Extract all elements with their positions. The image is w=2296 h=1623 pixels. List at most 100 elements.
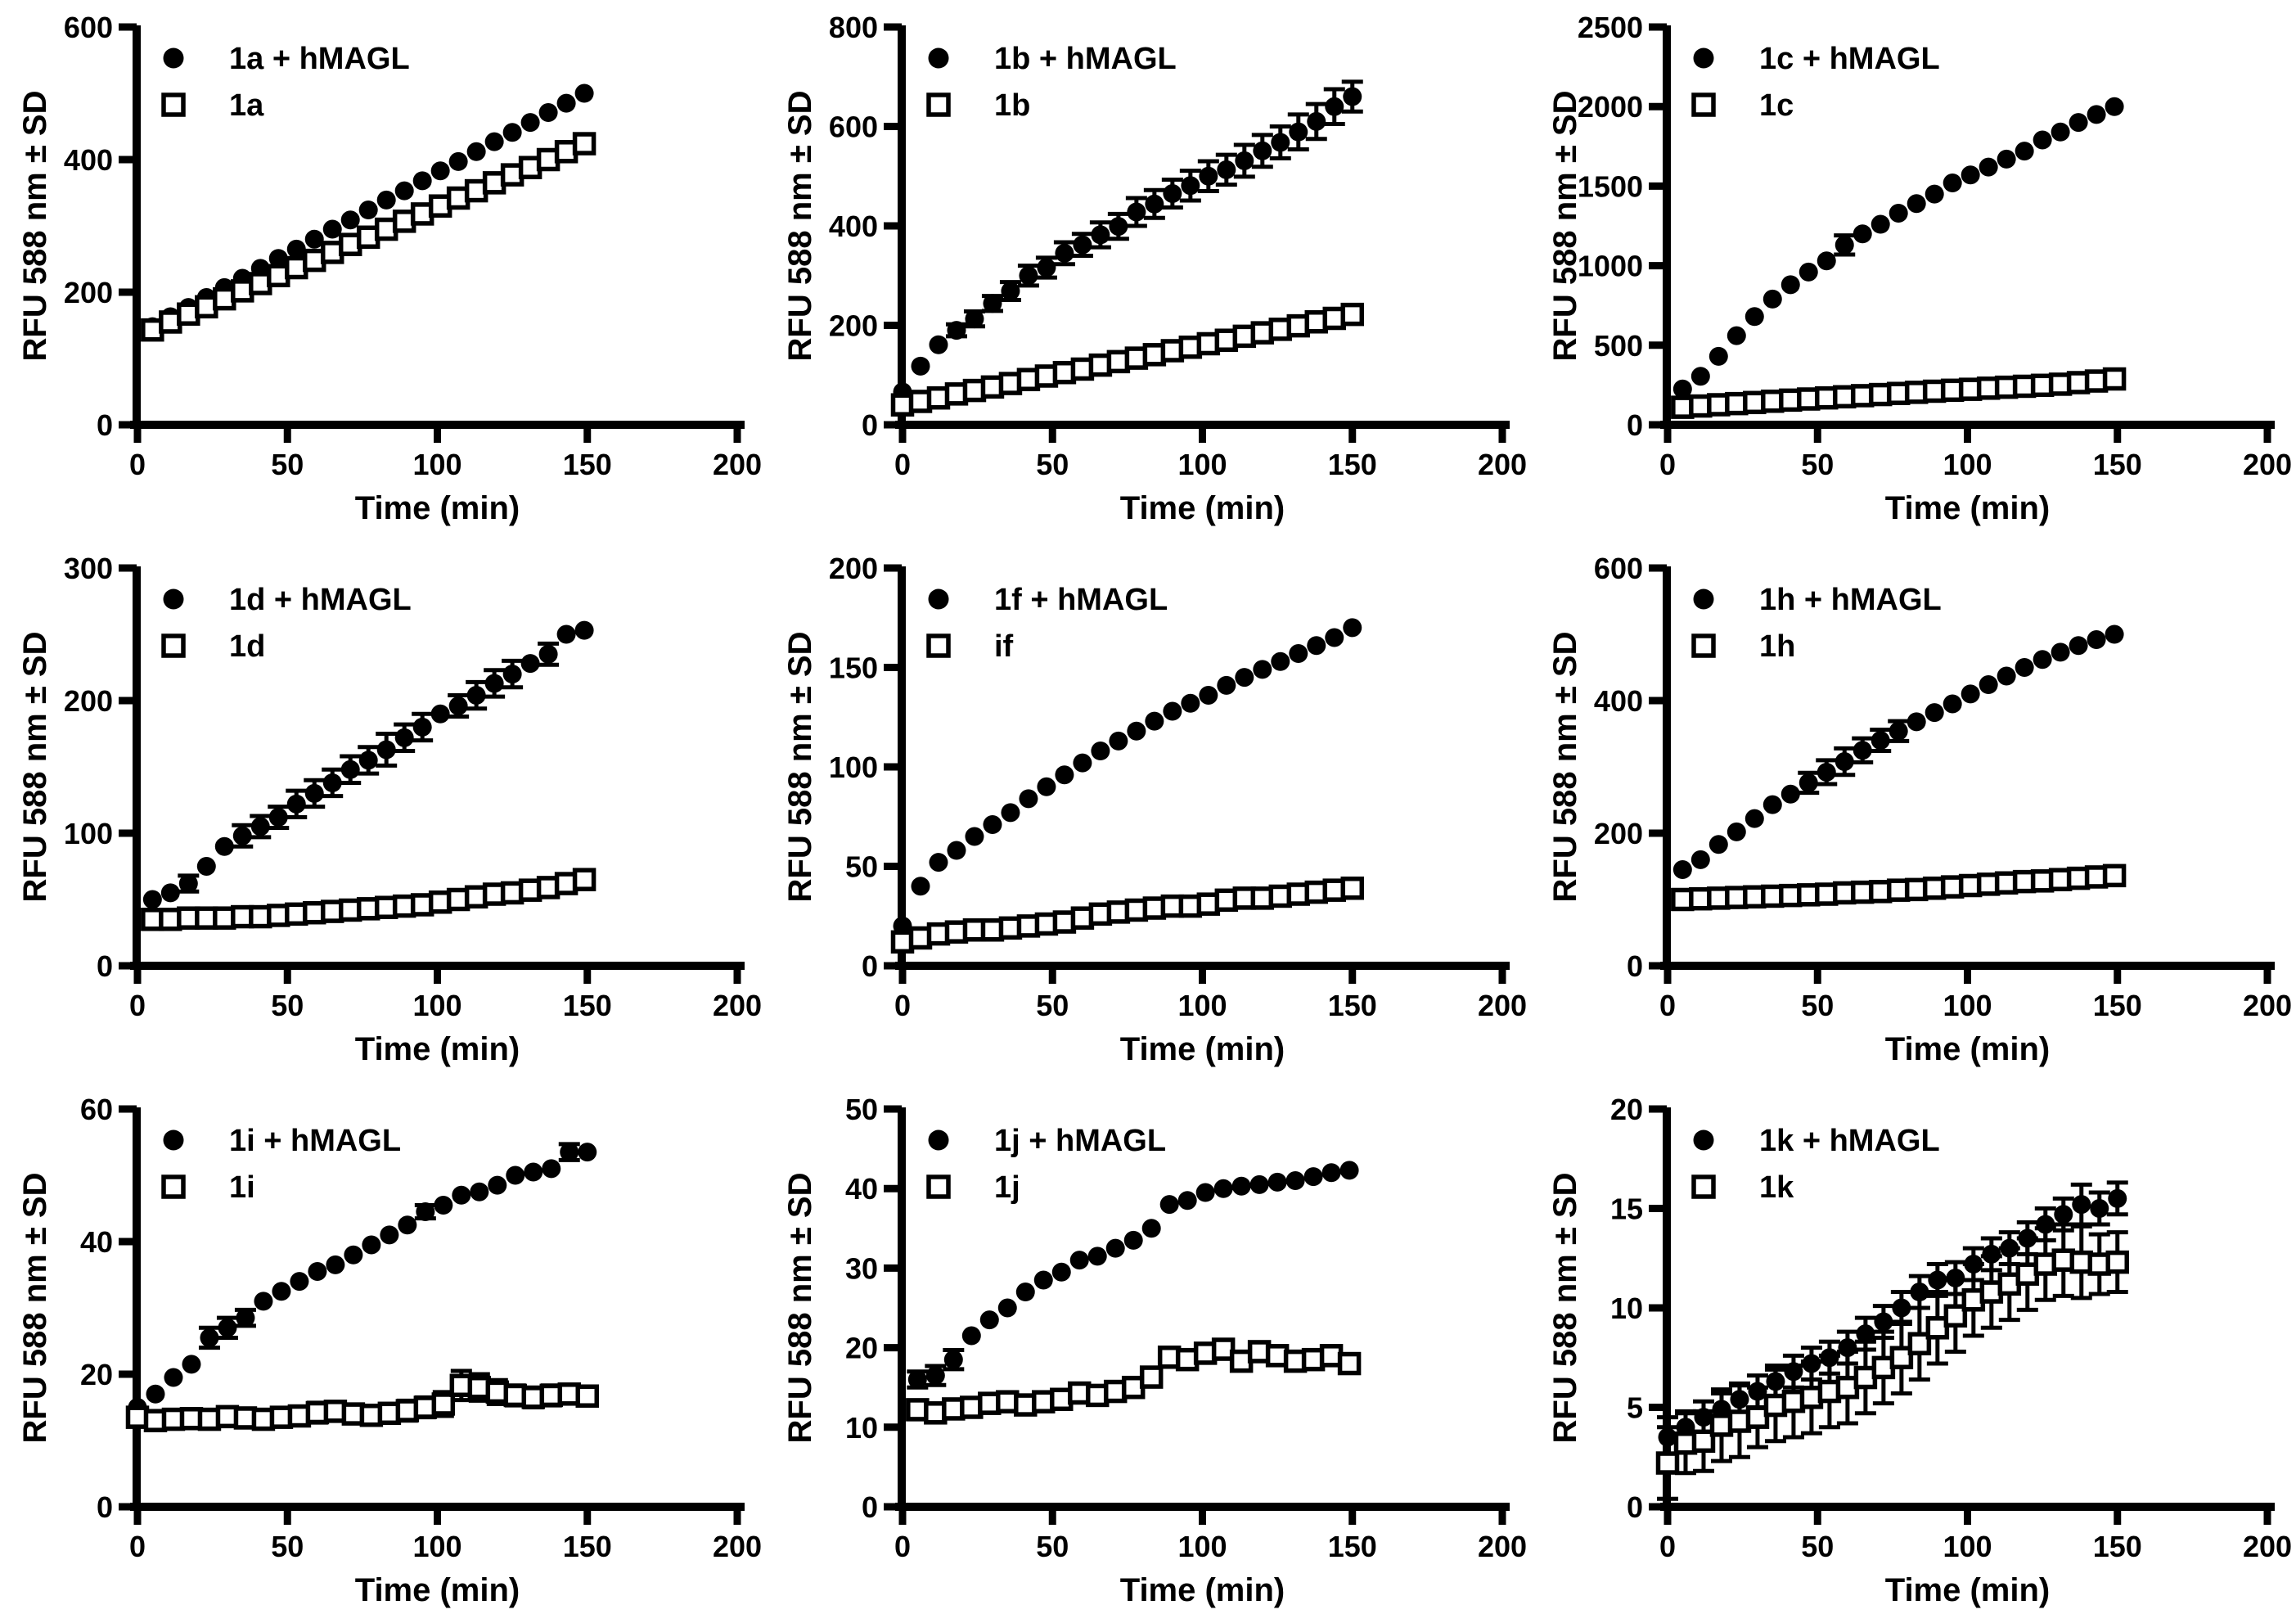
circle-marker-icon [1727, 822, 1746, 841]
data-point-filled-circle [1073, 235, 1092, 255]
circle-marker-icon [1109, 731, 1128, 751]
data-point-filled-circle [376, 190, 396, 210]
axes [895, 25, 1510, 429]
circle-marker-icon [1343, 87, 1362, 106]
axes [130, 25, 745, 429]
data-point-filled-circle [182, 1355, 201, 1374]
x-tick-label: 200 [1478, 989, 1527, 1022]
legend-label: 1k [1759, 1170, 1794, 1205]
panel-1f-chart: 0 50 100 150 200 0 50 100 150 200 Time (min) RFU 58… [765, 541, 1530, 1082]
x-axis-title: Time (min) [1885, 490, 2051, 526]
x-ticks: 0 50 100 150 200 [894, 1507, 1527, 1563]
circle-marker-icon [947, 321, 966, 340]
circle-marker-icon [1249, 1174, 1269, 1194]
x-axis-title: Time (min) [1120, 1572, 1285, 1608]
data-point-filled-circle [232, 826, 252, 845]
circle-marker-icon [1289, 643, 1308, 663]
data-point-filled-circle [1235, 668, 1254, 688]
circle-marker-icon [1069, 1251, 1089, 1270]
data-point-filled-circle [1708, 835, 1728, 854]
circle-marker-icon [1672, 379, 1692, 399]
circle-marker-icon [1708, 835, 1728, 854]
circle-marker-icon [578, 1143, 597, 1162]
y-ticks: 0 200 400 600 [64, 11, 137, 442]
y-tick-label: 200 [1594, 817, 1643, 850]
circle-marker-icon [1321, 1163, 1341, 1183]
data-point-filled-circle [1853, 224, 1872, 244]
series-1h [1671, 863, 2127, 912]
y-tick-label: 20 [80, 1358, 113, 1391]
circle-marker-icon [1325, 97, 1344, 116]
x-tick-label: 50 [271, 448, 304, 481]
circle-marker-icon [1073, 753, 1092, 773]
legend-label: 1c [1759, 88, 1794, 123]
y-tick-label: 600 [829, 110, 878, 144]
data-point-filled-circle [466, 686, 486, 706]
y-tick-label: 0 [862, 1490, 878, 1524]
circle-marker-icon [1943, 694, 1962, 714]
data-point-filled-circle [983, 814, 1002, 834]
circle-marker-icon [196, 857, 216, 876]
circle-marker-icon [1817, 251, 1836, 271]
data-point-filled-circle [1907, 194, 1926, 214]
y-tick-label: 500 [1594, 329, 1643, 363]
circle-marker-icon [163, 588, 184, 610]
panel-1c-chart: 0 500 1000 1500 2000 2500 0 50 100 150 200 Time (mi… [1530, 0, 2295, 541]
circle-marker-icon [286, 794, 306, 814]
data-point-filled-circle [304, 229, 324, 249]
data-point-filled-circle [574, 83, 594, 103]
data-point-filled-circle [1745, 809, 1764, 828]
y-ticks: 0 20 40 60 [80, 1093, 137, 1524]
y-tick-label: 150 [829, 651, 878, 685]
data-point-filled-circle [254, 1292, 273, 1311]
y-axis-title: RFU 588 nm ± SD [782, 91, 818, 362]
data-point-open-square [1340, 302, 1364, 327]
x-tick-label: 200 [713, 1530, 762, 1563]
data-point-filled-circle [1781, 275, 1800, 295]
circle-marker-icon [2108, 1188, 2127, 1208]
data-point-filled-circle [1127, 721, 1146, 741]
circle-marker-icon [1055, 765, 1074, 785]
data-point-filled-circle [1037, 258, 1056, 277]
circle-marker-icon [1285, 1170, 1305, 1190]
data-point-filled-circle [1727, 326, 1746, 345]
x-tick-label: 150 [2093, 1530, 2142, 1563]
data-point-filled-circle [1835, 235, 1854, 255]
x-tick-label: 50 [1036, 1530, 1069, 1563]
circle-marker-icon [164, 1368, 183, 1387]
legend-item-1i-+-hmagl: 1i + hMAGL [163, 1124, 401, 1158]
data-point-open-square [572, 132, 597, 156]
circle-marker-icon [1109, 217, 1128, 237]
circle-marker-icon [1145, 711, 1164, 731]
circle-marker-icon [907, 1369, 927, 1389]
y-tick-label: 400 [64, 143, 113, 177]
square-marker-icon [926, 633, 951, 658]
data-point-filled-circle [2105, 97, 2124, 116]
y-tick-label: 15 [1610, 1192, 1643, 1226]
x-tick-label: 100 [1943, 448, 1992, 481]
data-point-filled-circle [2072, 1195, 2091, 1215]
data-point-filled-circle [2033, 650, 2052, 669]
circle-marker-icon [376, 740, 396, 760]
data-point-filled-circle [394, 728, 414, 747]
circle-marker-icon [1141, 1219, 1161, 1238]
data-point-filled-circle [1109, 731, 1128, 751]
square-marker-icon [572, 868, 597, 891]
square-marker-icon [1907, 1332, 1932, 1355]
data-point-filled-circle [1961, 165, 1980, 185]
y-axis-title: RFU 588 nm ± SD [17, 632, 53, 903]
data-point-filled-circle [1055, 243, 1074, 263]
data-point-filled-circle [1217, 160, 1236, 179]
circle-marker-icon [1835, 235, 1854, 255]
legend-item-1a: 1a [161, 88, 264, 123]
circle-marker-icon [502, 665, 522, 684]
data-point-filled-circle [340, 210, 360, 230]
data-point-filled-circle [2033, 130, 2052, 150]
y-tick-label: 0 [1627, 1490, 1643, 1524]
data-point-filled-circle [502, 123, 522, 142]
y-axis-title: RFU 588 nm ± SD [1547, 1173, 1583, 1444]
y-tick-label: 50 [845, 850, 878, 884]
x-tick-label: 150 [563, 989, 612, 1022]
circle-marker-icon [1073, 235, 1092, 255]
data-point-filled-circle [1069, 1251, 1089, 1270]
